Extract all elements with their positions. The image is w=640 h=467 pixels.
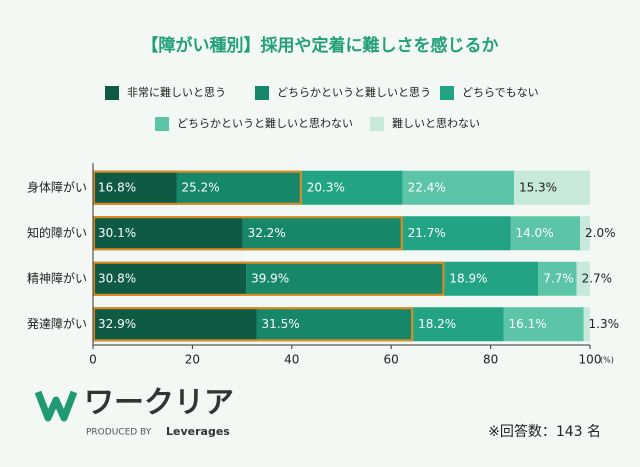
legend-label: 難しいと思わない: [392, 117, 480, 130]
x-tick-label: 0: [89, 353, 97, 367]
value-label: 16.1%: [509, 317, 547, 331]
bar-segment: [444, 261, 539, 296]
bar-segment: [402, 216, 511, 251]
x-tick-label: 60: [384, 353, 399, 367]
bar-segment: [576, 261, 590, 296]
logo: ワークリア PRODUCED BY Leverages: [34, 386, 234, 438]
y-tick-label: 発達障がい: [27, 316, 87, 331]
legend-swatch: [105, 86, 119, 100]
value-label: 2.7%: [582, 271, 613, 285]
legend-label: どちらでもない: [462, 86, 539, 99]
bar-segment: [513, 170, 590, 205]
value-label: 39.9%: [251, 271, 289, 285]
bar-segment: [402, 170, 514, 205]
value-label: 7.7%: [543, 271, 574, 285]
legend-swatch: [370, 117, 384, 131]
highlight-frame: [93, 261, 445, 296]
bar-segment: [503, 307, 584, 342]
value-label: 30.1%: [98, 226, 136, 240]
bar-segment: [93, 170, 177, 205]
legend-swatch: [440, 86, 454, 100]
bar-segment: [538, 261, 577, 296]
bar-segment: [510, 216, 581, 251]
bar-segment: [580, 216, 590, 251]
value-label: 25.2%: [181, 180, 219, 194]
value-label: 21.7%: [408, 226, 446, 240]
value-label: 15.3%: [519, 180, 557, 194]
logo-name: ワークリア: [84, 386, 234, 421]
value-label: 31.5%: [262, 317, 300, 331]
highlight-frame: [93, 216, 403, 251]
chart-title: 【障がい種別】採用や定着に難しさを感じるか: [142, 35, 499, 56]
bar-segment: [176, 170, 302, 205]
value-label: 14.0%: [515, 226, 553, 240]
x-tick-label: 20: [185, 353, 200, 367]
bar-segment: [246, 261, 445, 296]
x-axis-label: (%): [600, 356, 614, 365]
x-tick-label: 80: [483, 353, 498, 367]
bar-segment: [93, 261, 247, 296]
value-label: 32.9%: [98, 317, 136, 331]
x-tick-label: 100: [579, 353, 602, 367]
legend-label: どちらかというと難しいと思わない: [177, 117, 353, 130]
value-label: 16.8%: [98, 180, 136, 194]
y-tick-label: 精神障がい: [27, 270, 87, 285]
legend-label: どちらかというと難しいと思う: [277, 86, 431, 99]
value-label: 1.3%: [589, 317, 620, 331]
legend-label: 非常に難しいと思う: [127, 86, 226, 99]
bar-segment: [242, 216, 403, 251]
value-label: 22.4%: [408, 180, 446, 194]
y-tick-label: 知的障がい: [27, 225, 87, 240]
value-label: 20.3%: [307, 180, 345, 194]
logo-icon: [34, 390, 78, 422]
logo-produced-by: PRODUCED BY: [86, 428, 152, 438]
value-label: 30.8%: [98, 271, 136, 285]
value-label: 18.9%: [449, 271, 487, 285]
legend-swatch: [155, 117, 169, 131]
bar-segment: [301, 170, 403, 205]
bar-segment: [93, 307, 257, 342]
highlight-frame: [93, 307, 414, 342]
x-tick-label: 40: [284, 353, 299, 367]
value-label: 18.2%: [418, 317, 456, 331]
bar-segment: [93, 216, 243, 251]
highlight-frame: [93, 170, 302, 205]
legend-swatch: [255, 86, 269, 100]
bar-segment: [583, 307, 590, 342]
note: ※回答数：143 名: [488, 423, 601, 440]
bar-segment: [413, 307, 504, 342]
bar-segment: [256, 307, 414, 342]
logo-brand: Leverages: [166, 425, 230, 438]
y-tick-label: 身体障がい: [27, 179, 87, 194]
value-label: 32.2%: [248, 226, 286, 240]
value-label: 2.0%: [585, 226, 616, 240]
